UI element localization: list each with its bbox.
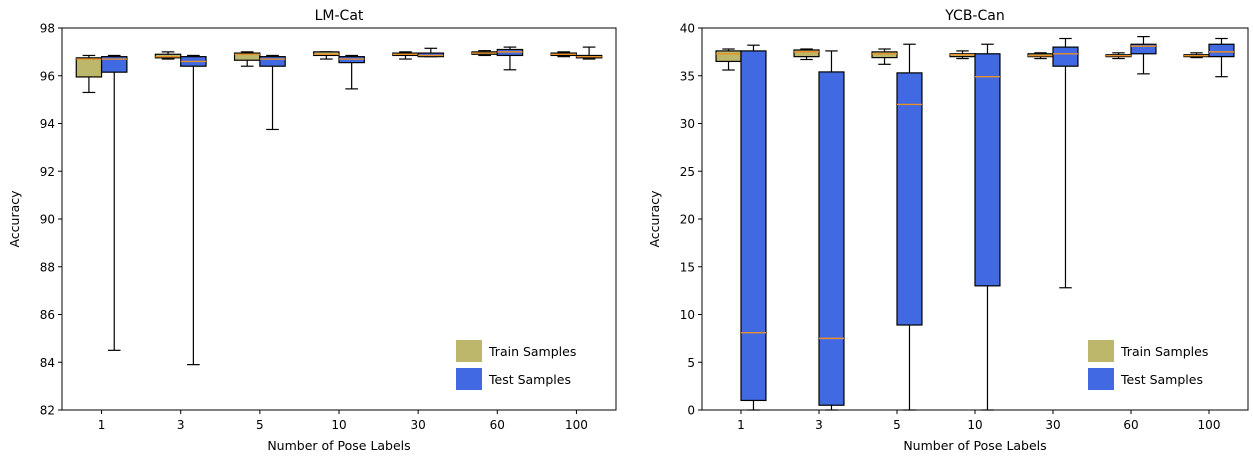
box-train-samples-100 (550, 51, 578, 58)
box-train-samples-60 (471, 50, 498, 57)
box-body (259, 56, 286, 67)
legend-label-0: Train Samples (488, 344, 576, 359)
x-tick-label: 5 (256, 418, 264, 432)
x-tick-label: 30 (1045, 418, 1060, 432)
box-test-samples-10 (974, 43, 1001, 411)
plot-frame (61, 27, 617, 411)
box-test-samples-1 (740, 44, 767, 411)
box-test-samples-3 (180, 54, 207, 366)
y-tick-label: 98 (40, 22, 55, 36)
x-tick-label: 60 (1123, 418, 1138, 432)
x-tick-label: 5 (893, 418, 901, 432)
y-tick-label: 94 (40, 117, 55, 131)
y-tick-label: 88 (40, 260, 55, 274)
x-tick-label: 10 (967, 418, 982, 432)
box-train-samples-3 (793, 48, 820, 61)
x-axis-label: Number of Pose Labels (267, 438, 410, 453)
chart-title: YCB-Can (944, 8, 1004, 24)
box-train-samples-30 (1027, 52, 1054, 60)
box-train-samples-100 (1183, 52, 1210, 59)
x-tick-label: 3 (815, 418, 823, 432)
box-test-samples-100 (1208, 37, 1235, 78)
box-test-samples-5 (259, 54, 286, 131)
legend-swatch-1 (456, 368, 482, 390)
box-test-samples-30 (417, 47, 445, 58)
box-test-samples-10 (338, 54, 365, 90)
y-tick-label: 35 (680, 69, 695, 83)
box-train-samples-5 (233, 51, 261, 67)
y-tick-label: 0 (687, 404, 695, 418)
box-test-samples-3 (818, 50, 845, 411)
x-tick-label: 10 (331, 418, 346, 432)
box-body (818, 71, 845, 406)
box-body (1130, 43, 1157, 55)
y-axis-label: Accuracy (7, 190, 22, 248)
y-tick-label: 86 (40, 308, 55, 322)
box-train-samples-10 (949, 50, 976, 60)
x-tick-label: 30 (411, 418, 426, 432)
chart-title: LM-Cat (315, 8, 364, 24)
y-tick-label: 90 (40, 213, 55, 227)
box-body (75, 57, 103, 78)
x-tick-label: 1 (737, 418, 745, 432)
y-tick-label: 30 (680, 117, 695, 131)
x-tick-label: 100 (1198, 418, 1221, 432)
y-tick-label: 82 (40, 404, 55, 418)
y-tick-label: 40 (680, 22, 695, 36)
x-tick-label: 3 (177, 418, 185, 432)
box-test-samples-30 (1052, 37, 1079, 289)
box-body (740, 50, 767, 402)
y-tick-label: 84 (40, 356, 55, 370)
x-tick-label: 60 (490, 418, 505, 432)
legend-label-1: Test Samples (488, 372, 571, 387)
y-tick-label: 92 (40, 165, 55, 179)
box-test-samples-60 (1130, 35, 1157, 75)
box-train-samples-5 (871, 48, 898, 65)
box-body (1052, 46, 1079, 67)
y-axis-label: Accuracy (647, 190, 662, 248)
legend-swatch-1 (1088, 368, 1114, 390)
box-train-samples-1 (715, 48, 742, 71)
box-test-samples-5 (896, 43, 923, 411)
x-axis-label: Number of Pose Labels (903, 438, 1046, 453)
x-tick-label: 100 (565, 418, 588, 432)
box-body (871, 51, 898, 59)
legend-label-0: Train Samples (1120, 344, 1208, 359)
legend: Train Samples Test Samples (456, 340, 576, 390)
y-tick-label: 20 (680, 213, 695, 227)
box-test-samples-1 (100, 54, 128, 351)
box-train-samples-10 (313, 51, 340, 60)
box-body (974, 53, 1001, 287)
legend-swatch-0 (456, 340, 482, 362)
box-body (896, 72, 923, 326)
box-body (715, 50, 742, 63)
box-test-samples-100 (575, 46, 603, 60)
box-train-samples-3 (154, 51, 182, 60)
y-tick-label: 5 (687, 356, 695, 370)
legend-swatch-0 (1088, 340, 1114, 362)
plot-frame (701, 27, 1249, 411)
y-tick-label: 96 (40, 69, 55, 83)
box-train-samples-1 (75, 54, 103, 94)
box-train-samples-60 (1105, 52, 1132, 60)
chart-panel-0: LM-Cat 82 84 86 88 90 92 94 96 98 1 3 5 10 30 60 100 Numb… (7, 8, 617, 453)
box-body (793, 49, 820, 58)
y-tick-label: 25 (680, 165, 695, 179)
y-tick-label: 10 (680, 308, 695, 322)
legend: Train Samples Test Samples (1088, 340, 1208, 390)
box-test-samples-60 (496, 46, 524, 71)
x-tick-label: 1 (98, 418, 106, 432)
box-train-samples-30 (392, 51, 419, 60)
y-tick-label: 15 (680, 260, 695, 274)
box-body (1208, 43, 1235, 58)
legend-label-1: Test Samples (1120, 372, 1203, 387)
box-body (100, 56, 128, 73)
